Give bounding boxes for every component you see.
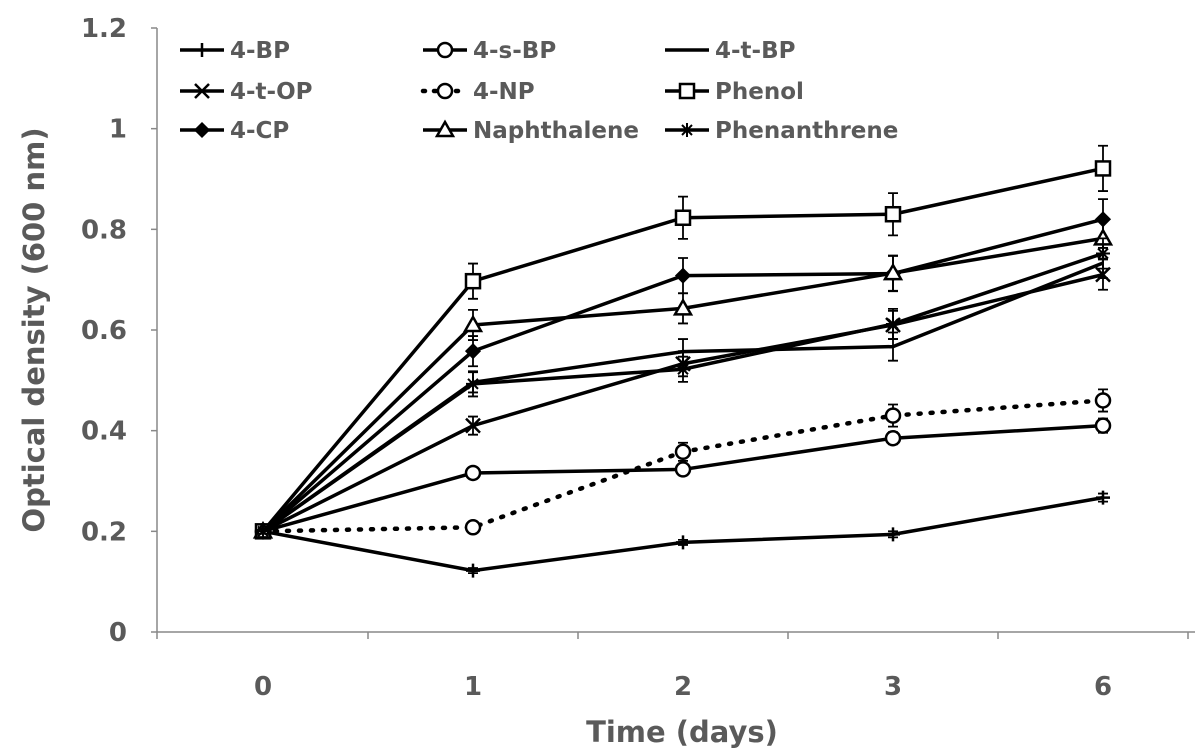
data-point <box>464 343 482 360</box>
data-point <box>676 362 690 377</box>
x-tick-label: 6 <box>1094 672 1112 702</box>
series-4-bp <box>256 490 1110 578</box>
data-point <box>1094 160 1112 177</box>
data-point <box>674 443 692 461</box>
y-tick-label: 0 <box>109 618 127 648</box>
legend-entry-4-bp: 4-BP <box>180 38 290 64</box>
y-tick-label: 1.2 <box>81 14 127 44</box>
data-point <box>466 376 480 391</box>
legend-entry-4-cp: 4-CP <box>180 118 289 144</box>
y-tick-label: 0.6 <box>81 316 127 346</box>
data-point <box>1095 266 1111 283</box>
legend-entry-phenol: Phenol <box>665 79 804 105</box>
data-point <box>882 262 904 281</box>
x-tick-label: 1 <box>464 672 482 702</box>
x-tick-label: 2 <box>674 672 692 702</box>
legend-label: Phenanthrene <box>715 118 898 144</box>
series-layer <box>252 144 1114 578</box>
data-point <box>674 267 692 284</box>
legend-marker <box>680 123 694 137</box>
legend-label: 4-NP <box>473 79 535 105</box>
legend-label: Phenol <box>715 79 804 105</box>
legend-label: 4-s-BP <box>473 38 556 64</box>
legend-marker <box>678 82 696 100</box>
data-point <box>464 272 482 290</box>
data-point <box>464 519 482 536</box>
data-point <box>1096 246 1110 261</box>
data-point <box>1094 417 1112 434</box>
legend-entry-naphthalene: Naphthalene <box>423 118 639 144</box>
data-point <box>884 205 902 223</box>
data-point <box>884 429 902 447</box>
legend-label: 4-t-BP <box>715 38 795 64</box>
y-tick-label: 0.8 <box>81 215 127 245</box>
data-point <box>256 524 270 539</box>
data-point <box>1096 490 1110 505</box>
data-point <box>886 527 900 542</box>
data-point <box>462 314 484 333</box>
legend: 4-BP 4-s-BP 4-t-BP 4-t-OP 4-NP Phenol 4-CP Naph… <box>180 38 898 144</box>
legend-marker <box>194 83 210 99</box>
axes <box>151 27 1195 639</box>
y-tick-label: 1 <box>109 115 127 145</box>
data-point <box>466 563 480 578</box>
legend-marker <box>434 119 456 138</box>
data-point <box>672 297 694 316</box>
data-point <box>464 464 482 482</box>
y-tick-label: 0.2 <box>81 517 127 547</box>
legend-marker <box>436 82 454 100</box>
series-line-4-bp <box>262 495 1104 573</box>
legend-entry-4-t-op: 4-t-OP <box>180 79 313 105</box>
data-point <box>465 417 481 434</box>
y-axis-title: Optical density (600 nm) <box>17 127 51 532</box>
x-tick-label: 3 <box>884 672 902 702</box>
legend-label: 4-BP <box>230 38 290 64</box>
x-tick-labels: 0 1 2 3 6 <box>254 672 1112 702</box>
data-point <box>674 209 692 227</box>
y-tick-label: 0.4 <box>81 417 127 447</box>
legend-label: 4-t-OP <box>230 79 313 105</box>
legend-label: Naphthalene <box>473 118 639 144</box>
legend-entry-4-t-bp: 4-t-BP <box>665 38 795 64</box>
data-point <box>884 407 902 424</box>
legend-entry-4-s-bp: 4-s-BP <box>423 38 556 64</box>
legend-marker <box>193 121 211 139</box>
x-tick-label: 0 <box>254 672 272 702</box>
y-tick-labels: 0 0.2 0.4 0.6 0.8 1 1.2 <box>81 14 127 648</box>
data-point <box>1094 392 1112 409</box>
x-axis-title: Time (days) <box>586 715 778 749</box>
series-phenanthrene <box>256 237 1110 539</box>
data-point <box>674 461 692 478</box>
legend-marker <box>195 43 209 57</box>
legend-entry-phenanthrene: Phenanthrene <box>665 118 898 144</box>
legend-entry-4-np: 4-NP <box>420 79 535 105</box>
legend-marker <box>436 41 454 59</box>
legend-label: 4-CP <box>230 118 289 144</box>
data-point <box>886 316 900 331</box>
data-point <box>676 535 690 550</box>
